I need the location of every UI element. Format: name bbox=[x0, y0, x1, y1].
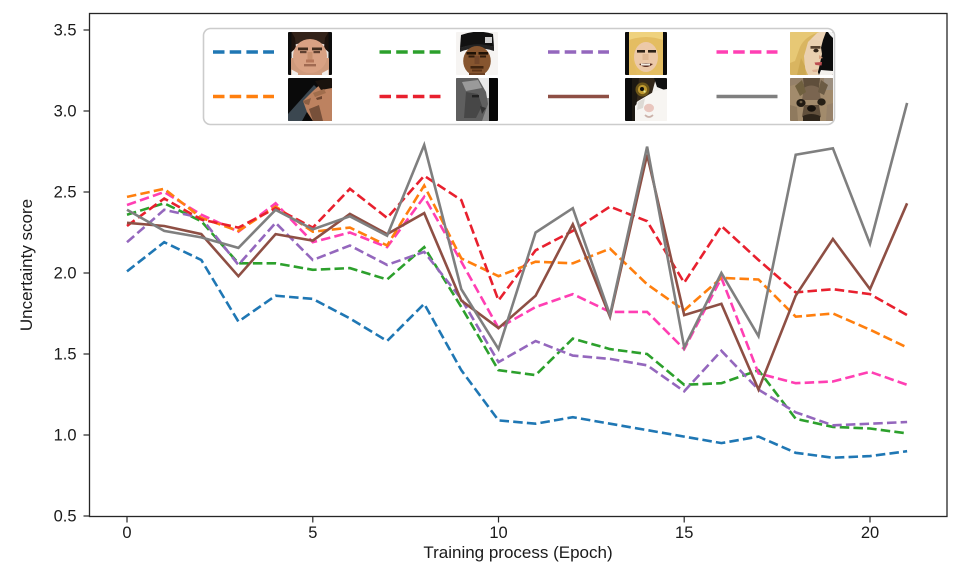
svg-text:10: 10 bbox=[489, 524, 507, 542]
svg-text:5: 5 bbox=[308, 524, 317, 542]
svg-text:Training process (Epoch): Training process (Epoch) bbox=[423, 543, 612, 562]
svg-text:3.5: 3.5 bbox=[54, 22, 77, 40]
svg-text:2.5: 2.5 bbox=[54, 184, 77, 202]
svg-text:2.0: 2.0 bbox=[54, 265, 77, 283]
svg-text:0: 0 bbox=[122, 524, 131, 542]
svg-text:3.0: 3.0 bbox=[54, 103, 77, 121]
svg-text:1.5: 1.5 bbox=[54, 346, 77, 364]
svg-text:15: 15 bbox=[675, 524, 693, 542]
svg-text:20: 20 bbox=[861, 524, 879, 542]
svg-text:0.5: 0.5 bbox=[54, 508, 77, 526]
svg-text:1.0: 1.0 bbox=[54, 427, 77, 445]
svg-text:Uncertainty score: Uncertainty score bbox=[17, 199, 36, 331]
